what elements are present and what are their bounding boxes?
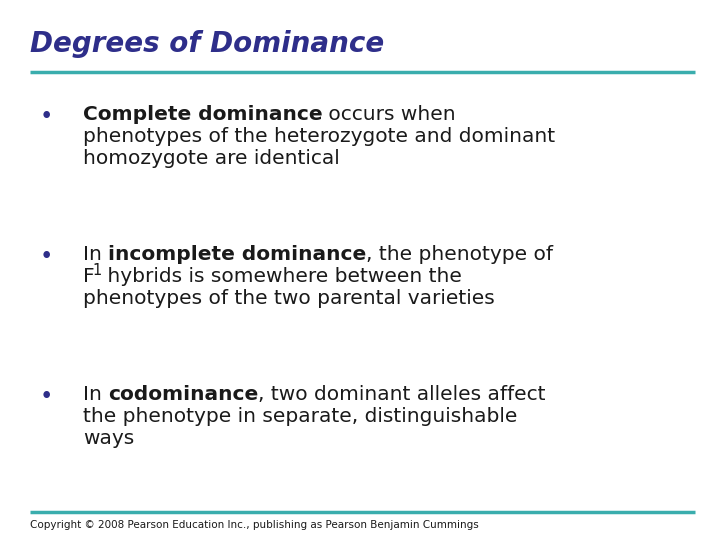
Text: Copyright © 2008 Pearson Education Inc., publishing as Pearson Benjamin Cummings: Copyright © 2008 Pearson Education Inc.,…	[30, 520, 479, 530]
Text: codominance: codominance	[108, 385, 258, 404]
Text: •: •	[40, 245, 53, 268]
Text: Degrees of Dominance: Degrees of Dominance	[30, 30, 384, 58]
Text: F: F	[83, 267, 94, 286]
Text: homozygote are identical: homozygote are identical	[83, 149, 340, 168]
Text: ways: ways	[83, 429, 134, 448]
Text: the phenotype in separate, distinguishable: the phenotype in separate, distinguishab…	[83, 407, 517, 426]
Text: Complete dominance: Complete dominance	[83, 105, 323, 124]
Text: In: In	[83, 245, 108, 264]
Text: occurs when: occurs when	[323, 105, 456, 124]
Text: incomplete dominance: incomplete dominance	[108, 245, 366, 264]
Text: •: •	[40, 385, 53, 408]
Text: 1: 1	[93, 263, 102, 278]
Text: , the phenotype of: , the phenotype of	[366, 245, 553, 264]
Text: hybrids is somewhere between the: hybrids is somewhere between the	[101, 267, 462, 286]
Text: •: •	[40, 105, 53, 128]
Text: , two dominant alleles affect: , two dominant alleles affect	[258, 385, 546, 404]
Text: phenotypes of the heterozygote and dominant: phenotypes of the heterozygote and domin…	[83, 127, 555, 146]
Text: phenotypes of the two parental varieties: phenotypes of the two parental varieties	[83, 289, 495, 308]
Text: In: In	[83, 385, 108, 404]
